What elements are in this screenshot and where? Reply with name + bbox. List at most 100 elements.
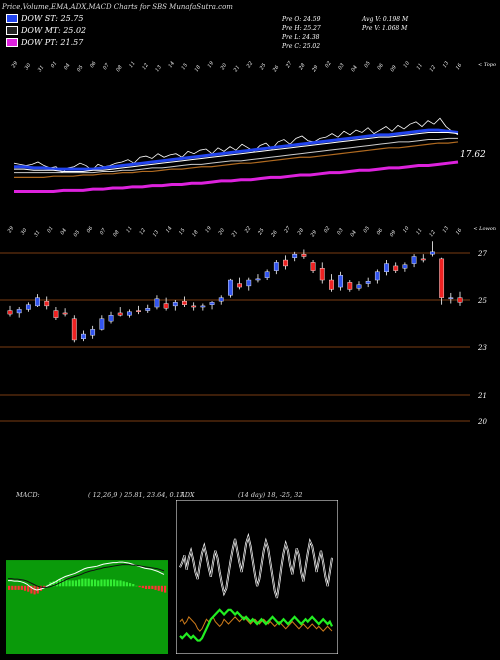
macd-hist-bar: [160, 585, 164, 592]
axis-label: 21: [477, 392, 487, 400]
macd-hist-bar: [132, 584, 135, 587]
candle-tick-label: 12: [428, 229, 437, 238]
ema-line-3: [14, 137, 458, 174]
macd-label: MACD:: [16, 491, 40, 499]
candle-body: [448, 297, 454, 300]
macd-hist-bar: [20, 585, 23, 590]
macd-hist-bar: [141, 585, 144, 589]
macd-hist-bar: [119, 580, 122, 587]
candle-body: [145, 308, 151, 311]
macd-hist-bar: [8, 585, 11, 590]
ema-tick-label: 31: [37, 64, 46, 73]
macd-hist-bar: [62, 579, 65, 587]
candle-body: [163, 303, 169, 309]
candle-body: [420, 258, 426, 261]
candle-tick-label: 30: [20, 227, 29, 236]
candle-body: [430, 251, 435, 255]
candle-body: [7, 310, 13, 315]
candle-tick-label: 13: [152, 229, 161, 238]
ema-tick-label: 11: [128, 60, 137, 69]
ema-tick-label: 28: [297, 62, 306, 71]
macd-hist-bar: [157, 585, 160, 591]
ema-tick-label: 14: [167, 60, 176, 69]
candle-tick-label: 20: [217, 227, 227, 237]
candle-body: [374, 271, 380, 281]
candle-body: [283, 259, 288, 267]
adx-values: (14 day) 18, -25, 32: [238, 491, 303, 499]
stat-open: Pre O: 24.59: [282, 16, 321, 23]
ema-tick-label: 03: [337, 62, 346, 71]
macd-hist-bar: [148, 585, 151, 590]
legend-item-dow-st: DOW ST: 25.75: [6, 14, 86, 23]
adx-line-inner: [179, 535, 333, 599]
macd-hist-bar: [113, 579, 116, 587]
candle-body: [301, 253, 307, 257]
candle-tick-label: 29: [309, 229, 319, 239]
axis-label: 20: [477, 418, 487, 426]
macd-hist-bar: [17, 585, 20, 590]
stat-high: Pre H: 25.27: [282, 25, 321, 32]
ema-tick-label: 12: [141, 62, 150, 71]
candle-tick-label: 09: [389, 229, 398, 238]
candle-body: [439, 258, 445, 298]
macd-hist-bar: [65, 579, 68, 587]
legend-label-dow-mt: DOW MT: 25.02: [21, 26, 87, 35]
candle-body: [264, 271, 270, 278]
ema-tick-label: 19: [207, 60, 216, 69]
price-axis-labels: 27 25 23 21 20: [477, 250, 487, 426]
macd-hist-bar: [23, 585, 27, 591]
ema-tick-label: 30: [24, 62, 33, 71]
macd-hist-bar: [138, 585, 141, 588]
ema-tick-label: 21: [232, 64, 241, 73]
ema-tick-label: 29: [311, 64, 321, 74]
candle-tick-label: 29: [6, 225, 16, 235]
macd-hist-bar: [33, 585, 36, 595]
candle-body: [191, 305, 197, 308]
candle-tick-label: 10: [402, 225, 411, 234]
candle-tick-label: 05: [73, 229, 82, 238]
candle-top-label: < Lowon: [473, 226, 496, 232]
ema-tick-label: 20: [219, 62, 229, 72]
macd-hist-bar: [116, 580, 119, 587]
ema-tick-label: 02: [324, 60, 333, 69]
macd-panel: [6, 500, 168, 654]
candle-body: [356, 284, 362, 289]
ema-line-4: [14, 141, 459, 178]
candle-tick-label: 01: [46, 225, 55, 234]
price-grid-lines: [0, 252, 470, 422]
candle-body: [255, 278, 261, 281]
macd-hist-bar: [128, 583, 132, 587]
minus-di-line: [179, 616, 333, 632]
candle-body: [136, 310, 141, 312]
macd-hist-bar: [71, 580, 74, 587]
candle-tick-label: 28: [296, 227, 305, 236]
candle-body: [329, 279, 334, 290]
legend-item-dow-mt: DOW MT: 25.02: [6, 26, 86, 35]
legend-swatch-dow-st: [6, 14, 18, 23]
legend-swatch-dow-mt: [6, 26, 18, 35]
macd-hist-bar: [55, 580, 58, 587]
candle-body: [62, 312, 68, 315]
signal-line: [8, 564, 165, 588]
ema-tick-label: 13: [154, 64, 163, 73]
macd-hist-bar: [11, 585, 14, 590]
candle-body: [44, 300, 50, 307]
ema-line-0: [13, 117, 459, 174]
candle-body: [338, 275, 344, 288]
ema-tick-label: 07: [102, 62, 111, 71]
candle-tick-label: 08: [112, 229, 121, 238]
candle-body: [182, 300, 187, 305]
macd-hist-bar: [93, 579, 97, 587]
macd-hist-bar: [164, 585, 167, 593]
macd-hist-bar: [81, 578, 84, 587]
ema-lines: [13, 117, 459, 194]
stat-avg-volume: Avg V: 0.198 M: [362, 16, 409, 23]
macd-hist-bar: [122, 581, 125, 587]
candle-body: [200, 305, 206, 308]
macd-hist-bar: [109, 579, 113, 587]
candle-body: [16, 309, 22, 314]
macd-values: ( 12,26,9 ) 25.81, 23.64, 0.17: [88, 491, 185, 499]
candle-tick-label: 04: [59, 227, 68, 236]
macd-hist-bar: [39, 585, 43, 591]
ema-tick-label: 22: [245, 60, 254, 69]
